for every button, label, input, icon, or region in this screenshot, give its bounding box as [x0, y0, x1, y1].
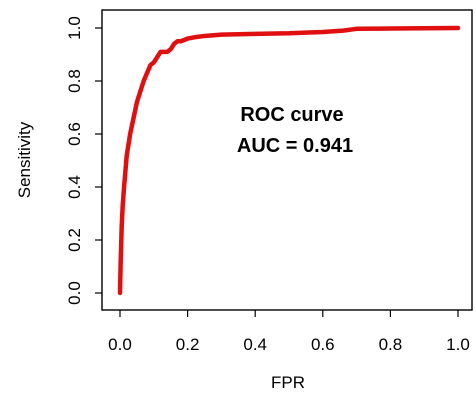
annotation-auc: AUC = 0.941	[237, 135, 353, 157]
y-tick-label: 0.4	[65, 175, 84, 199]
y-axis-label: Sensitivity	[15, 121, 34, 198]
x-tick-label: 0.8	[379, 335, 403, 354]
x-tick-label: 0.4	[243, 335, 267, 354]
y-tick-label: 1.0	[65, 16, 84, 40]
x-tick-label: 0.0	[108, 335, 132, 354]
x-tick-label: 0.6	[311, 335, 335, 354]
axes: 0.0 0.2 0.4 0.6 0.8 1.0 0.0 0.2 0.4 0.6 0.8 1.0	[65, 16, 470, 354]
plot-frame	[101, 9, 473, 311]
series-layer	[117, 25, 461, 296]
x-tick-label: 1.0	[446, 335, 470, 354]
annotation-roc-curve: ROC curve	[240, 104, 343, 126]
y-tick-label: 0.8	[65, 69, 84, 93]
y-tick-label: 0.0	[65, 281, 84, 305]
y-tick-label: 0.2	[65, 228, 84, 252]
x-axis-label: FPR	[271, 373, 305, 392]
y-tick-label: 0.6	[65, 122, 84, 146]
x-tick-label: 0.2	[176, 335, 200, 354]
roc-curve-line	[117, 25, 461, 296]
